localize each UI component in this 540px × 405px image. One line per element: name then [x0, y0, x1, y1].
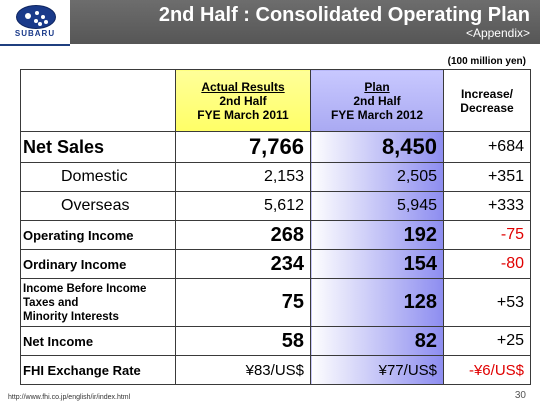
table-row-exchange-rate: FHI Exchange Rate ¥83/US$ ¥77/US$ -¥6/US… [20, 355, 531, 385]
operating-plan-table: Actual Results 2nd Half FYE March 2011 P… [20, 69, 531, 385]
table-row-net-income: Net Income 58 82 +25 [20, 326, 531, 356]
unit-note: (100 million yen) [447, 56, 526, 67]
table-row-overseas: Overseas 5,612 5,945 +333 [20, 191, 531, 221]
table-header-row: Actual Results 2nd Half FYE March 2011 P… [20, 69, 531, 132]
pleiades-star-icon [16, 5, 56, 29]
header-plan-line-1: Plan [364, 79, 390, 94]
plan-value: 192 [310, 220, 444, 250]
row-label-line-3: Minority Interests [23, 310, 119, 323]
header-plan-line-2: 2nd Half [353, 93, 401, 108]
actual-value: 5,612 [175, 191, 311, 221]
page-subtitle: <Appendix> [465, 26, 530, 40]
row-label: Overseas [20, 191, 176, 221]
actual-value: 75 [175, 278, 311, 327]
header-actual-line-1: Actual Results [201, 79, 285, 94]
header-empty-cell [20, 69, 176, 132]
row-label: Ordinary Income [20, 249, 176, 279]
plan-value: 82 [310, 326, 444, 356]
actual-value: 2,153 [175, 162, 311, 192]
title-bar: 2nd Half : Consolidated Operating Plan <… [70, 0, 540, 44]
plan-value: ¥77/US$ [310, 355, 444, 385]
change-value: +351 [443, 162, 531, 192]
logo-wordmark: SUBARU [14, 29, 56, 38]
row-label-line-1: Income Before Income [23, 282, 147, 295]
actual-value: 234 [175, 249, 311, 279]
change-value: +333 [443, 191, 531, 221]
row-label-line-2: Taxes and [23, 296, 79, 309]
header-actual-line-2: 2nd Half [219, 93, 267, 108]
plan-value: 154 [310, 249, 444, 279]
change-value: -¥6/US$ [443, 355, 531, 385]
row-label: Domestic [20, 162, 176, 192]
page-title: 2nd Half : Consolidated Operating Plan [158, 4, 530, 26]
table-row-ordinary-income: Ordinary Income 234 154 -80 [20, 249, 531, 279]
header-change-line-2: Decrease [460, 100, 514, 115]
header-plan: Plan 2nd Half FYE March 2012 [310, 69, 444, 132]
table-row-net-sales: Net Sales 7,766 8,450 +684 [20, 131, 531, 163]
row-label: Operating Income [20, 220, 176, 250]
plan-value: 128 [310, 278, 444, 327]
actual-value: 58 [175, 326, 311, 356]
header-plan-line-3: FYE March 2012 [330, 107, 424, 122]
change-value: +25 [443, 326, 531, 356]
row-label: Net Income [20, 326, 176, 356]
subaru-logo: SUBARU [0, 0, 70, 46]
footer-url: http://www.fhi.co.jp/english/ir/index.ht… [8, 394, 131, 401]
page-number: 30 [514, 390, 526, 401]
table-row-domestic: Domestic 2,153 2,505 +351 [20, 162, 531, 192]
actual-value: ¥83/US$ [175, 355, 311, 385]
row-label: Net Sales [20, 131, 176, 163]
header-actual-line-3: FYE March 2011 [197, 107, 289, 122]
change-value: -80 [443, 249, 531, 279]
plan-value: 2,505 [310, 162, 444, 192]
plan-value: 5,945 [310, 191, 444, 221]
row-label: FHI Exchange Rate [20, 355, 176, 385]
change-value: -75 [443, 220, 531, 250]
table-row-income-before-taxes: Income Before Income Taxes and Minority … [20, 278, 531, 327]
header-change-line-1: Increase/ [460, 86, 514, 101]
table-row-operating-income: Operating Income 268 192 -75 [20, 220, 531, 250]
actual-value: 7,766 [175, 131, 311, 163]
plan-value: 8,450 [310, 131, 444, 163]
header-actual-results: Actual Results 2nd Half FYE March 2011 [175, 69, 311, 132]
change-value: +53 [443, 278, 531, 327]
change-value: +684 [443, 131, 531, 163]
header-increase-decrease: Increase/ Decrease [443, 69, 531, 132]
actual-value: 268 [175, 220, 311, 250]
row-label: Income Before Income Taxes and Minority … [20, 278, 176, 327]
